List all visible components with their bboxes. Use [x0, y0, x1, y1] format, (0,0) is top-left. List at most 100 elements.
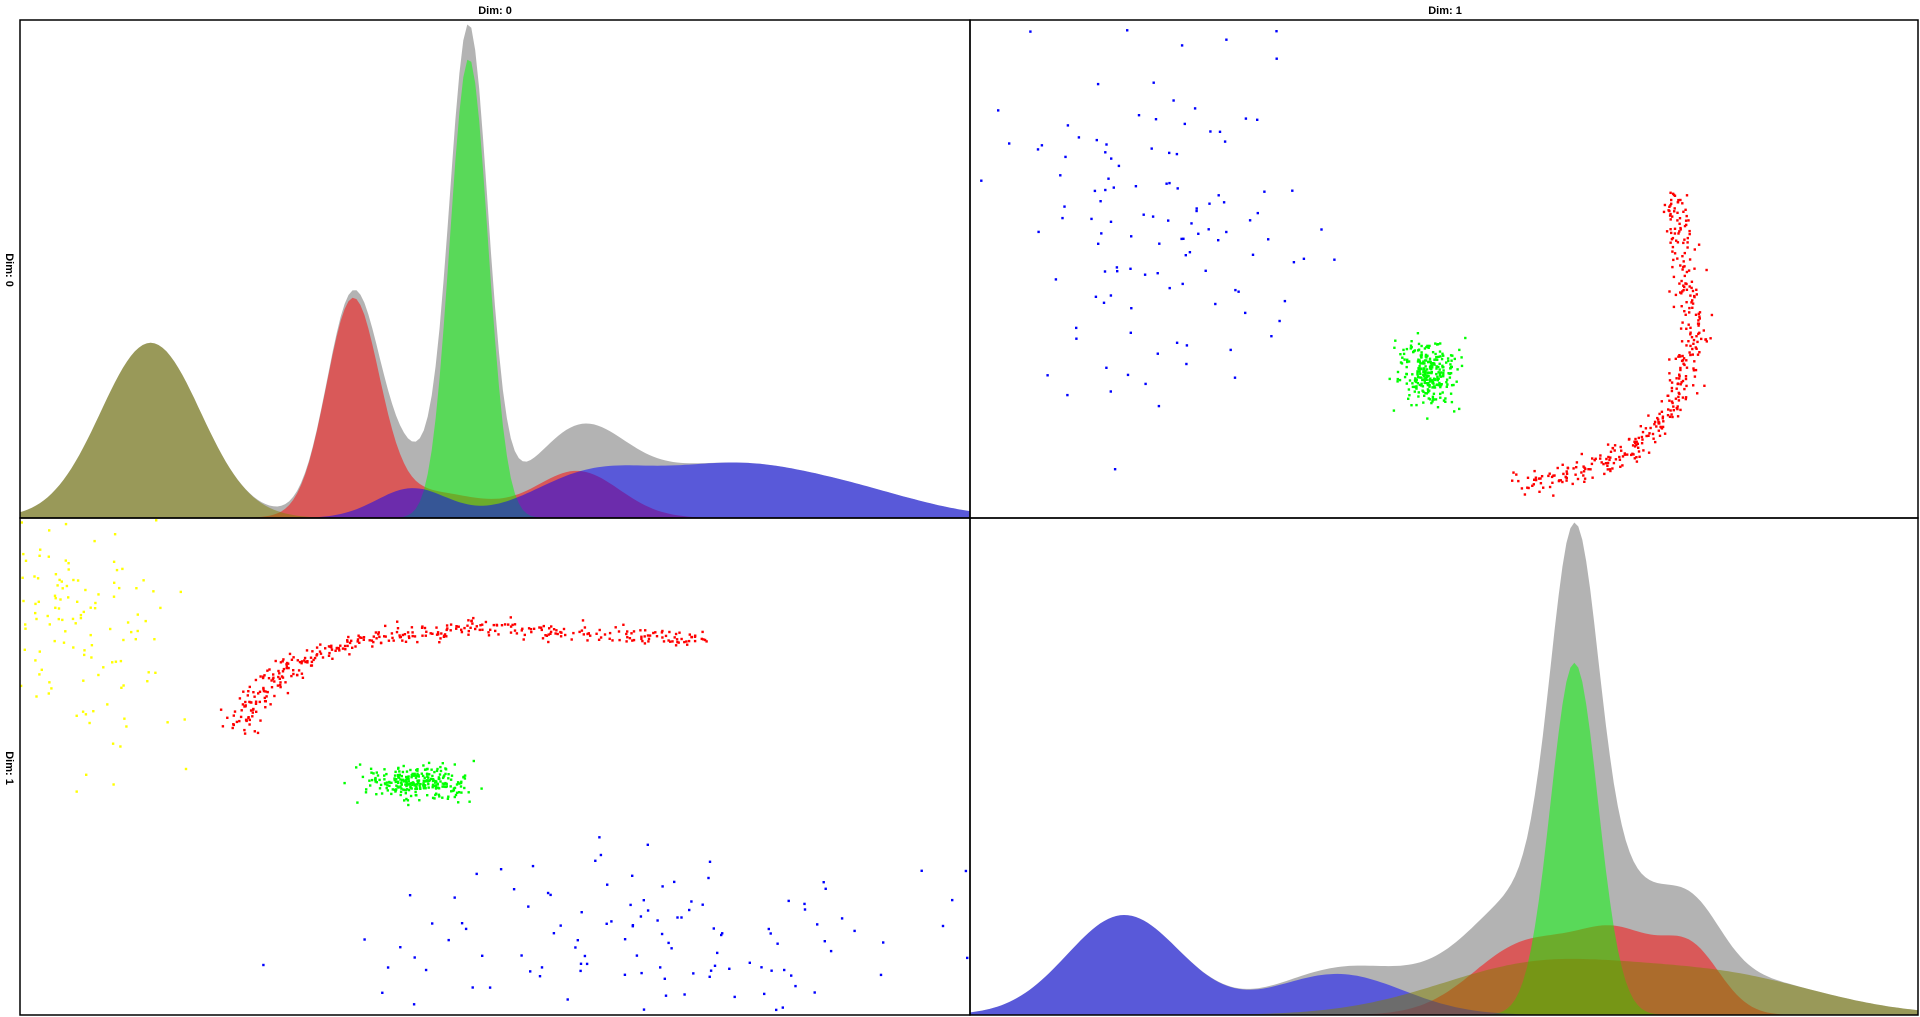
scatter-01-point-1-275 [1436, 377, 1439, 381]
scatter-10-point-0-329 [597, 638, 601, 641]
scatter-01-point-1-277 [1439, 396, 1442, 399]
scatter-01-point-0-94 [1685, 366, 1689, 369]
scatter-10-point-0-232 [703, 638, 707, 642]
scatter-10-point-2-29 [920, 869, 923, 872]
scatter-10-point-1-73 [411, 772, 414, 776]
scatter-10-point-2-27 [707, 876, 710, 880]
scatter-10-point-0-213 [235, 720, 239, 724]
scatter-01-point-1-158 [1417, 342, 1421, 346]
scatter-01-point-2-24 [1063, 205, 1066, 208]
scatter-10-point-0-97 [362, 636, 366, 639]
scatter-10-point-3-28 [37, 600, 40, 603]
scatter-10-point-0-64 [265, 695, 268, 698]
scatter-10-point-0-259 [685, 640, 688, 643]
scatter-01-point-2-27 [1263, 190, 1266, 193]
scatter-10-point-3-72 [53, 594, 57, 597]
scatter-10-point-0-109 [324, 647, 327, 650]
scatter-01-point-0-11 [1540, 475, 1544, 478]
scatter-01-point-0-191 [1548, 472, 1551, 475]
scatter-10-point-2-38 [692, 972, 695, 975]
scatter-01-point-2-78 [1107, 177, 1110, 180]
scatter-01-point-1-107 [1428, 385, 1431, 388]
scatter-10-point-3-125 [54, 606, 57, 609]
scatter-01-point-2-82 [1197, 232, 1200, 235]
scatter-01-point-0-305 [1685, 344, 1688, 347]
scatter-panel-dim1-vs-dim0 [980, 29, 1714, 497]
scatter-01-point-0-253 [1679, 264, 1682, 267]
scatter-01-point-1-250 [1415, 378, 1418, 381]
scatter-01-point-0-282 [1673, 207, 1676, 210]
scatter-10-point-2-87 [769, 932, 772, 935]
scatter-10-point-0-57 [356, 638, 360, 641]
scatter-10-point-1-155 [418, 799, 421, 802]
scatter-10-point-1-225 [411, 783, 414, 787]
scatter-10-point-2-94 [709, 969, 713, 972]
scatter-10-point-1-48 [361, 775, 365, 779]
scatter-10-point-1-123 [423, 768, 427, 771]
scatter-10-point-0-92 [285, 665, 289, 668]
scatter-01-point-1-238 [1410, 404, 1413, 407]
scatter-01-point-1-175 [1413, 379, 1417, 382]
scatter-10-point-1-127 [412, 774, 415, 777]
scatter-01-point-2-68 [1176, 187, 1179, 190]
scatter-01-point-0-281 [1668, 214, 1672, 217]
scatter-01-point-0-363 [1689, 344, 1692, 348]
scatter-01-point-1-87 [1437, 365, 1440, 369]
scatter-01-point-1-268 [1447, 372, 1450, 375]
scatter-01-point-1-249 [1413, 390, 1416, 393]
scatter-10-point-1-184 [385, 786, 388, 790]
scatter-10-point-1-244 [393, 778, 396, 781]
scatter-10-point-1-35 [410, 781, 413, 785]
scatter-01-point-1-53 [1411, 382, 1414, 385]
scatter-10-point-0-261 [500, 624, 504, 627]
scatter-10-point-0-293 [664, 634, 668, 638]
scatter-01-point-0-95 [1606, 464, 1609, 467]
scatter-10-point-2-85 [481, 954, 484, 957]
scatter-01-point-2-33 [1115, 266, 1119, 269]
scatter-01-point-2-58 [1064, 155, 1067, 159]
scatter-10-point-3-167 [135, 587, 138, 590]
scatter-01-point-1-54 [1417, 358, 1420, 361]
scatter-10-point-1-28 [405, 797, 408, 801]
scatter-01-point-0-228 [1673, 252, 1677, 255]
scatter-01-point-1-197 [1439, 375, 1443, 378]
scatter-01-point-2-61 [1036, 148, 1040, 151]
scatter-10-point-1-243 [462, 775, 466, 778]
scatter-01-point-0-260 [1669, 218, 1672, 221]
scatter-10-point-1-117 [374, 780, 377, 783]
scatter-10-point-1-110 [453, 786, 457, 790]
scatter-10-point-0-134 [276, 684, 280, 687]
scatter-10-point-2-48 [803, 902, 806, 906]
scatter-10-point-0-20 [254, 702, 258, 705]
scatter-10-point-0-12 [395, 630, 399, 634]
scatter-01-point-1-97 [1447, 359, 1450, 363]
scatter-01-point-0-376 [1685, 288, 1689, 291]
scatter-01-point-2-50 [1151, 215, 1155, 218]
scatter-01-point-1-194 [1435, 372, 1438, 376]
scatter-01-point-0-308 [1662, 210, 1666, 214]
scatter-10-point-0-230 [513, 629, 517, 632]
scatter-10-point-0-122 [239, 715, 243, 719]
scatter-10-point-0-142 [304, 660, 307, 664]
scatter-10-point-0-137 [262, 689, 266, 693]
scatter-10-point-1-75 [450, 774, 454, 777]
scatter-01-point-0-23 [1681, 354, 1684, 358]
scatter-01-point-2-43 [1204, 269, 1207, 272]
scatter-10-point-0-302 [492, 623, 495, 627]
scatter-10-point-3-62 [64, 630, 67, 633]
scatter-01-point-0-26 [1633, 445, 1637, 448]
scatter-10-point-0-146 [263, 674, 266, 677]
scatter-10-point-0-13 [297, 669, 301, 672]
scatter-10-point-1-195 [402, 780, 406, 783]
scatter-10-point-0-94 [425, 630, 428, 633]
scatter-01-point-2-84 [1225, 38, 1228, 41]
scatter-01-point-1-154 [1442, 371, 1445, 375]
scatter-10-point-2-82 [639, 915, 643, 918]
kde-dim1-total-density [970, 522, 1918, 1015]
scatter-10-point-0-77 [404, 640, 408, 643]
scatter-01-point-0-257 [1684, 208, 1687, 211]
scatter-01-point-0-85 [1649, 426, 1652, 430]
scatter-01-point-0-13 [1619, 445, 1622, 449]
scatter-10-point-2-32 [386, 966, 390, 969]
scatter-01-point-2-112 [1207, 228, 1210, 231]
